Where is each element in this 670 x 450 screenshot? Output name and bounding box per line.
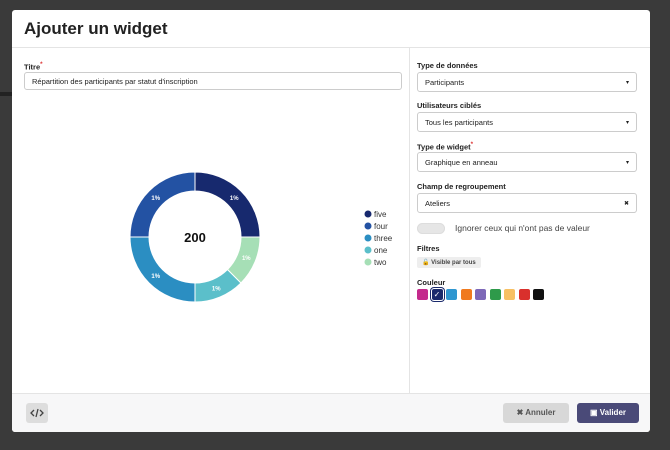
label: Type de widget	[417, 142, 471, 152]
select-value: Ateliers	[425, 199, 451, 208]
legend-swatch	[364, 234, 372, 242]
select-icon: ▾	[625, 120, 629, 126]
required: *	[40, 61, 43, 68]
legend-label: two	[374, 258, 387, 267]
legend-label: four	[374, 222, 388, 231]
select[interactable]: Participants ▾	[417, 72, 637, 92]
field-label: Couleur	[417, 278, 446, 287]
label: Type de données	[417, 61, 478, 70]
chart: 1% five 1% four 1% three 1% one 1% two 200	[129, 171, 393, 303]
select-icon: ▾	[625, 160, 629, 166]
required: *	[470, 141, 474, 148]
select[interactable]: Tous les participants ▾	[417, 112, 637, 132]
color-swatch[interactable]	[533, 289, 544, 300]
select-value: Graphique en anneau	[425, 158, 498, 167]
toggle-label: Ignorer ceux qui n'ont pas de valeur	[455, 223, 590, 233]
color-swatch[interactable]: ✓	[431, 289, 443, 300]
select[interactable]: Ateliers ✖	[417, 193, 637, 213]
title-input[interactable]: Répartition des participants par statut …	[24, 72, 402, 90]
label: Valider	[599, 408, 627, 417]
legend-swatch	[364, 222, 372, 230]
divider	[409, 48, 410, 393]
slice-label: 1%	[151, 274, 160, 280]
backdrop-mark	[0, 92, 12, 96]
donut-slice	[194, 171, 261, 238]
donut-slice	[226, 236, 261, 284]
field-label: Titre*	[24, 61, 43, 72]
submit-button[interactable]: ▣ Valider	[577, 403, 639, 423]
legend-swatch	[364, 210, 372, 218]
donut-slice	[129, 236, 196, 303]
code-button[interactable]	[26, 403, 48, 423]
field-label: Utilisateurs ciblés	[417, 101, 481, 110]
filter-tag: 🔓 Visible par tous	[417, 257, 481, 268]
color-swatch[interactable]	[417, 289, 428, 300]
slice-label: 1%	[212, 286, 221, 292]
field-label: Type de données	[417, 61, 478, 70]
color-swatch[interactable]	[489, 289, 501, 300]
toggle[interactable]	[417, 223, 445, 234]
legend-swatch	[364, 246, 372, 254]
select-icon: ✖	[623, 201, 629, 207]
legend-label: three	[374, 234, 393, 243]
select-value: Participants	[425, 78, 465, 87]
color-swatch[interactable]	[504, 289, 515, 300]
label: Utilisateurs ciblés	[417, 101, 482, 110]
label: Annuler	[525, 408, 556, 417]
select-value: Tous les participants	[425, 118, 493, 127]
slice-label: 1%	[242, 256, 251, 262]
slice-label: 1%	[230, 196, 239, 202]
cancel-button[interactable]: ✖ Annuler	[503, 403, 569, 423]
field-label: Type de widget*	[417, 141, 473, 152]
color-swatch[interactable]	[518, 289, 530, 300]
label: Champ de regroupement	[417, 182, 506, 191]
slice-label: 1%	[151, 196, 160, 202]
legend-label: one	[374, 246, 388, 255]
legend-label: five	[374, 210, 387, 219]
legend-swatch	[364, 258, 372, 266]
code-icon	[30, 408, 44, 418]
color-swatch[interactable]	[446, 289, 457, 300]
color-swatch[interactable]	[475, 289, 486, 300]
donut-total: 200	[184, 230, 206, 245]
modal-title: Ajouter un widget	[24, 19, 168, 38]
label: Titre	[24, 62, 41, 72]
color-swatch[interactable]	[460, 289, 472, 300]
field-label: Filtres	[417, 244, 440, 253]
divider	[12, 47, 650, 48]
select[interactable]: Graphique en anneau ▾	[417, 152, 637, 172]
modal: Ajouter un widget Titre* Répartition des…	[12, 10, 650, 432]
field-label: Champ de regroupement	[417, 182, 506, 191]
tag-text: Visible par tous	[431, 260, 476, 266]
select-icon: ▾	[625, 80, 629, 86]
donut-slice	[129, 171, 196, 238]
